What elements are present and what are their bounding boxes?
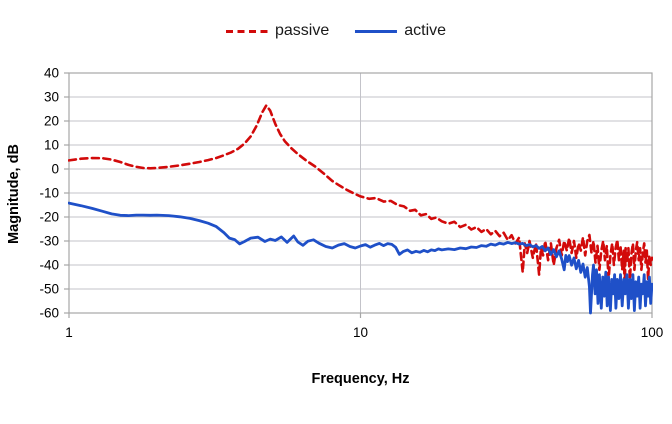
x-axis-title: Frequency, Hz [311,371,410,387]
legend-item-passive: passive [225,22,330,40]
legend-label-passive: passive [274,22,330,39]
y-tick-label: -50 [39,282,59,297]
legend-item-active: active [355,22,446,40]
y-tick-label: 30 [44,90,59,105]
series-active-curve [68,201,653,315]
y-tick-label: -20 [39,210,59,225]
chart-legend: passive active [225,22,446,40]
x-tick-label: 10 [353,325,368,340]
y-tick-label: -10 [39,186,59,201]
y-tick-label: 10 [44,138,59,153]
y-axis-title: Magnitude, dB [6,144,22,244]
legend-label-active: active [404,22,447,39]
y-tick-label: -40 [39,258,59,273]
y-tick-label: 0 [51,162,59,177]
y-tick-label: -30 [39,234,59,249]
y-tick-label: 40 [44,66,59,81]
active-solid-line-icon [355,29,398,33]
y-tick-label: 20 [44,114,59,129]
series-passive-curve [68,104,653,291]
passive-dashed-line-icon [225,29,268,33]
y-tick-label: -60 [39,306,59,321]
x-tick-label: 100 [641,325,664,340]
x-tick-label: 1 [65,325,73,340]
